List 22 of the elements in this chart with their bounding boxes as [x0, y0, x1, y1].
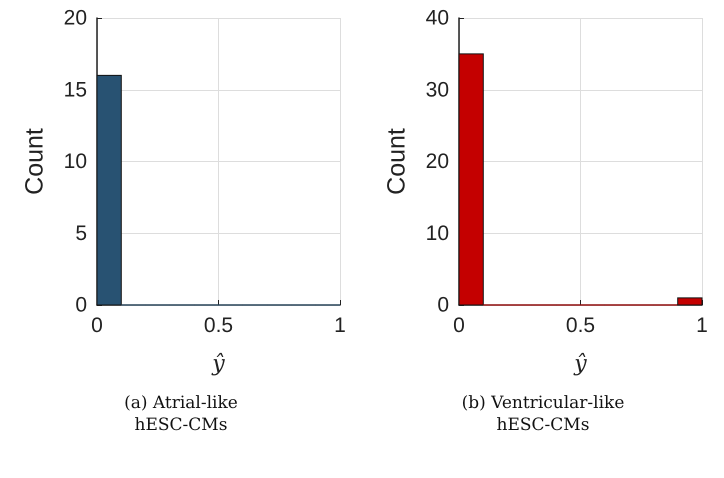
x-tick-label: 1 [696, 314, 708, 337]
text: (a) Atrial-like hESC-CMs [123, 392, 239, 436]
y-tick-label: 10 [64, 150, 87, 173]
y-tick-label: 30 [426, 78, 449, 102]
y-axis-title: Count [20, 128, 48, 195]
x-tick-label: 1 [334, 314, 346, 337]
y-axis-title: Count [382, 128, 410, 195]
y-tick-label: 40 [426, 6, 449, 30]
text: (b) Ventricular-like hESC-CMs [460, 392, 626, 436]
x-tick-label: 0.5 [204, 314, 234, 337]
y-tick-label: 5 [75, 222, 87, 245]
x-tick-label: 0 [91, 314, 103, 337]
y-tick-label: 0 [437, 294, 449, 316]
y-tick-label: 20 [426, 150, 449, 173]
x-tick-label: 0 [453, 314, 465, 337]
x-axis-title: ŷ [211, 352, 226, 376]
x-tick-label: 0.5 [566, 314, 596, 337]
y-tick-label: 10 [426, 222, 449, 245]
y-tick-label: 0 [75, 294, 87, 316]
y-tick-label: 15 [64, 78, 87, 102]
x-axis-title: ŷ [573, 352, 588, 376]
y-tick-label: 20 [64, 6, 87, 30]
